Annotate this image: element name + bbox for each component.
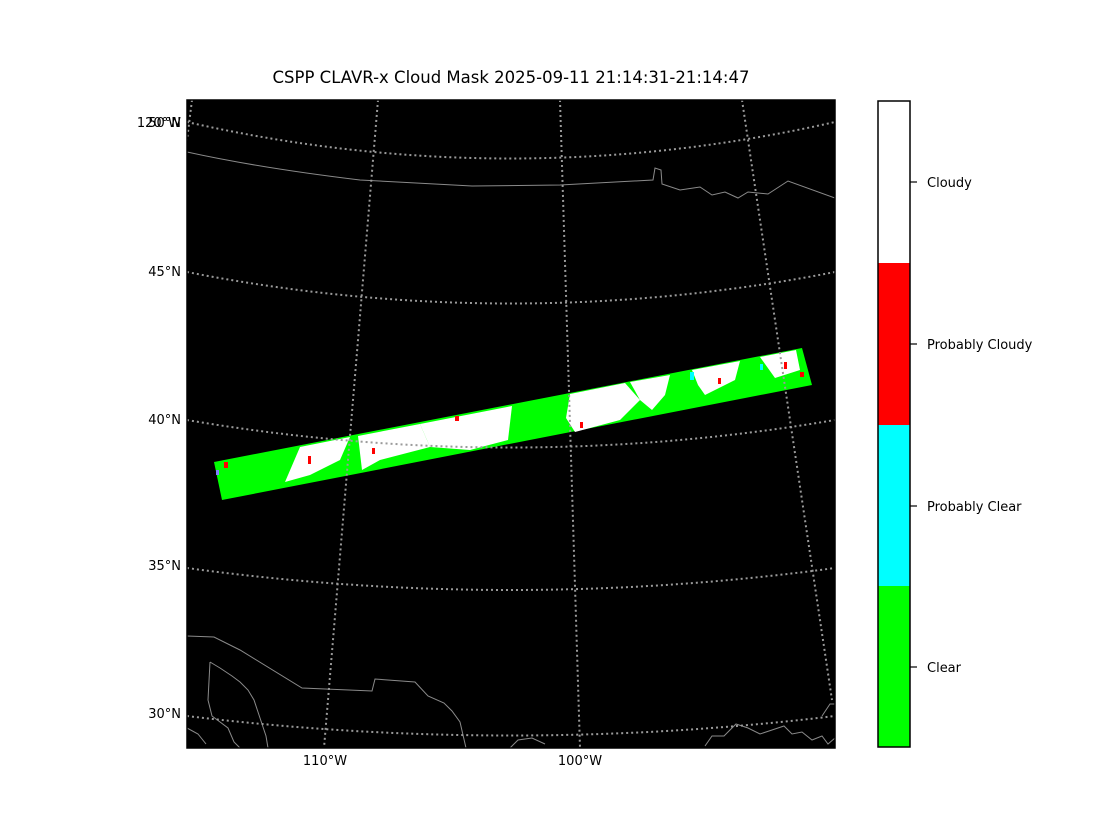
longitude-labels: 120°W 110°W 100°W [137,116,602,769]
swath-cloudy-region [760,350,800,378]
us-mexico-border [187,635,467,748]
lat-label: 35°N [148,559,181,574]
parallel-30n [187,715,835,737]
swath-probably-cloudy-speck [455,416,459,421]
meridian-90w [741,100,833,701]
parallel-45n [187,271,835,305]
gulf-coast-islands [821,703,835,717]
latitude-labels: 50°N 45°N 40°N 35°N 30°N [148,116,181,722]
swath-probably-cloudy-speck [580,422,583,428]
colorbar-segment-clear [878,586,910,747]
swath-cloudy-region [285,437,350,482]
parallel-40n [187,419,835,449]
swath-cloudy-region [692,361,740,395]
graticule [187,100,835,748]
meridian-120w [187,100,193,141]
swath-cloudy-region [358,424,430,470]
lon-label: 110°W [303,754,347,769]
lon-label: 100°W [558,754,602,769]
parallel-35n [187,567,835,591]
colorbar-label-probably-clear: Probably Clear [927,500,1022,515]
swath-probably-clear-speck [690,372,694,380]
colorbar-label-probably-cloudy: Probably Cloudy [927,338,1033,353]
map-panel [186,99,836,749]
swath-probably-cloudy-speck [718,378,721,384]
swath-probably-cloudy-speck [800,372,804,377]
lat-label: 50°N [148,116,181,131]
swath-probably-cloudy-speck [224,462,228,468]
baja-coast [207,661,241,748]
swath-probably-cloudy-speck [784,362,787,369]
colorbar-segment-cloudy [878,101,910,263]
map-title: CSPP CLAVR-x Cloud Mask 2025-09-11 21:14… [272,68,750,87]
colorbar-segment-probably-clear [878,425,910,586]
colorbar-border [877,100,911,748]
swath-cloudy-region [420,406,512,450]
meridian-100w [559,100,581,748]
swath-cloudy-region [630,375,670,410]
swath-probably-clear-speck [216,470,219,475]
coastlines [187,151,835,748]
colorbar-label-cloudy: Cloudy [927,176,972,191]
gulf-coast-us [704,723,835,747]
lat-label: 45°N [148,265,181,280]
swath-probably-clear-speck [760,364,763,370]
us-canada-border [187,151,835,199]
gulf-coast-mexico [509,737,546,748]
colorbar: Cloudy Probably Cloudy Probably Clear Cl… [877,100,1033,748]
parallel-50n [187,121,835,160]
lat-label: 30°N [148,707,181,722]
gulf-of-california-coast [209,661,269,748]
lat-label: 40°N [148,413,181,428]
swath-probably-cloudy-speck [308,456,311,464]
colorbar-segment-probably-cloudy [878,263,910,425]
meridian-110w [323,100,379,748]
map-border [186,99,836,749]
colorbar-label-clear: Clear [927,661,962,676]
swath-probably-cloudy-speck [372,448,375,454]
lon-label: 120°W [137,116,181,131]
colorbar-ticks [910,181,917,668]
cloud-mask-swath [214,348,812,500]
swath-cloudy-region [566,383,640,432]
pacific-coast [187,727,207,745]
